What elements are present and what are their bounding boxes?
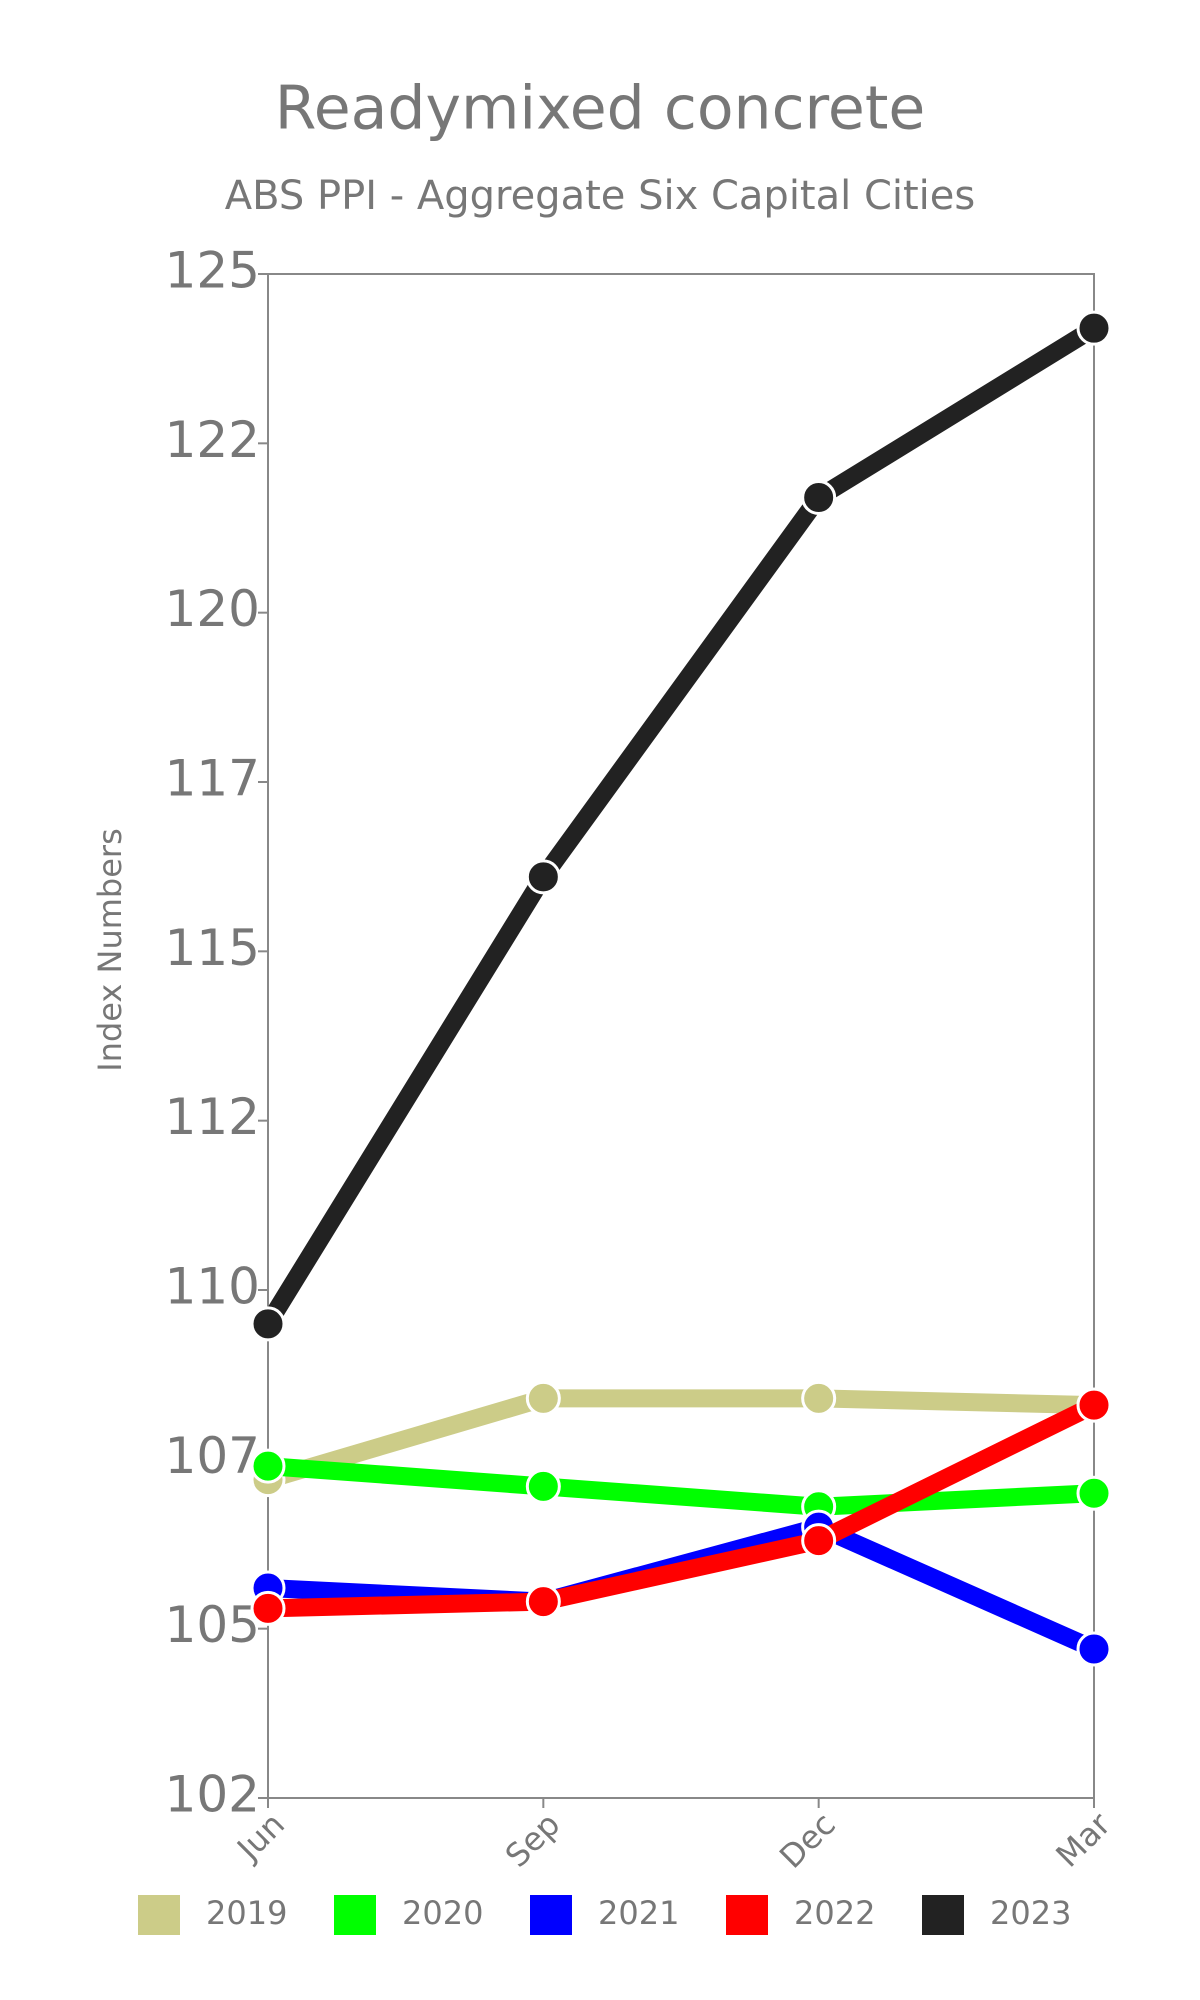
data-point [1076,310,1112,346]
data-point [525,1584,561,1620]
series-line [267,1397,1098,1618]
y-tick-label: 105 [165,1596,260,1654]
legend-swatch [922,1895,964,1935]
y-tick-label: 112 [165,1088,260,1146]
legend-label: 2021 [598,1894,679,1932]
legend-swatch [726,1895,768,1935]
series-line [260,320,1099,1329]
x-tick-label: Dec [772,1805,843,1876]
series-line [267,1457,1095,1516]
y-tick-label: 122 [165,411,260,469]
data-point [525,1380,561,1416]
legend-label: 2019 [206,1894,287,1932]
legend-swatch [138,1895,180,1935]
data-point [525,1468,561,1504]
data-point [801,480,837,516]
data-point [250,1448,286,1484]
data-point [1076,1475,1112,1511]
legend-label: 2022 [794,1894,875,1932]
legend-swatch [334,1895,376,1935]
y-tick-label: 102 [165,1766,260,1824]
legend-label: 2023 [990,1894,1071,1932]
data-point [1076,1387,1112,1423]
data-point [250,1590,286,1626]
y-tick-label: 125 [165,242,260,300]
series-line [265,1389,1095,1489]
y-tick-label: 107 [165,1427,260,1485]
x-tick-label: Sep [498,1805,568,1875]
data-point [801,1380,837,1416]
series-line [267,1518,1098,1658]
data-point [1076,1631,1112,1667]
data-point [801,1523,837,1559]
y-tick-label: 117 [165,750,260,808]
legend-swatch [530,1895,572,1935]
y-tick-label: 115 [165,919,260,977]
legend-label: 2020 [402,1894,483,1932]
y-tick-label: 120 [165,580,260,638]
x-tick-label: Mar [1048,1805,1118,1875]
y-axis-label: Index Numbers [91,828,129,1071]
y-tick-label: 110 [165,1258,260,1316]
chart-title: Readymixed concrete [275,74,926,144]
data-point [250,1306,286,1342]
data-point [525,859,561,895]
plot-frame [267,273,1095,1799]
chart-subtitle: ABS PPI - Aggregate Six Capital Cities [225,173,976,219]
